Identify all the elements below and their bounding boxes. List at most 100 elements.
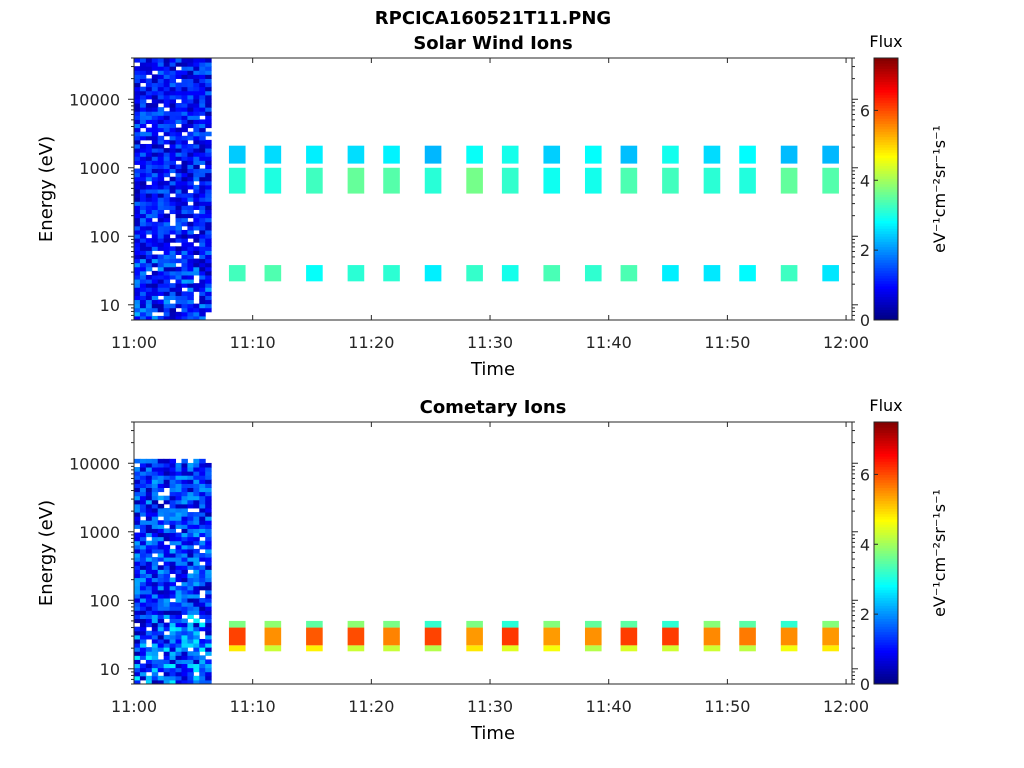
heatmap-cell <box>139 655 147 660</box>
heatmap-cell <box>193 168 200 174</box>
heatmap-cell <box>264 627 282 646</box>
colorbar-cell <box>874 642 898 646</box>
heatmap-cell <box>193 675 200 681</box>
heatmap-cell <box>187 679 194 685</box>
heatmap-cell <box>187 58 194 63</box>
heatmap-cell <box>181 581 188 587</box>
x-tick-label: 11:30 <box>467 333 513 352</box>
heatmap-cell <box>181 536 188 542</box>
heatmap-cell <box>163 111 171 116</box>
heatmap-cell <box>151 610 159 615</box>
heatmap-cell <box>205 205 212 210</box>
heatmap-cell <box>181 266 188 272</box>
heatmap-cell <box>501 145 519 164</box>
heatmap-cell <box>157 184 165 190</box>
heatmap-cell <box>187 544 194 550</box>
heatmap-cell <box>163 643 171 648</box>
heatmap-cell <box>157 279 165 284</box>
heatmap-cell <box>424 167 442 194</box>
heatmap-cell <box>181 189 188 194</box>
heatmap-cell <box>175 491 182 497</box>
colorbar-cell <box>874 581 898 585</box>
heatmap-cell <box>157 193 165 198</box>
heatmap-cell <box>169 148 177 153</box>
heatmap-cell <box>157 197 165 202</box>
colorbar-cell <box>874 238 898 242</box>
heatmap-cell <box>169 679 177 685</box>
heatmap-cell <box>134 74 141 79</box>
heatmap-cell <box>151 516 159 521</box>
colorbar-cell <box>874 296 898 300</box>
heatmap-cell <box>193 479 200 484</box>
heatmap-cell <box>145 295 153 301</box>
heatmap-cell <box>181 139 188 145</box>
heatmap-cell <box>181 123 188 129</box>
heatmap-cell <box>139 499 147 505</box>
heatmap-cell <box>264 167 282 194</box>
heatmap-cell <box>157 487 165 493</box>
heatmap-cell <box>134 483 141 488</box>
heatmap-cell <box>169 82 177 88</box>
heatmap-cell <box>175 266 182 272</box>
heatmap-cell <box>163 287 171 292</box>
heatmap-cell <box>187 573 194 579</box>
heatmap-cell <box>175 618 182 624</box>
heatmap-cell <box>181 475 188 480</box>
heatmap-cell <box>145 58 153 63</box>
heatmap-cell <box>163 279 171 284</box>
heatmap-cell <box>157 659 165 665</box>
heatmap-cell <box>134 532 141 538</box>
heatmap-cell <box>145 462 153 468</box>
heatmap-cell <box>193 172 200 178</box>
heatmap-cell <box>145 111 153 116</box>
heatmap-cell <box>175 107 182 112</box>
heatmap-cell <box>139 279 147 284</box>
colorbar-cell <box>874 511 898 515</box>
heatmap-cell <box>151 205 159 210</box>
colorbar-cell <box>874 84 898 88</box>
heatmap-cell <box>139 254 147 260</box>
heatmap-cell <box>193 536 200 542</box>
heatmap-cell <box>620 620 638 628</box>
heatmap-cell <box>169 561 177 566</box>
heatmap-cell <box>145 197 153 202</box>
heatmap-cell <box>205 622 212 628</box>
heatmap-cell <box>134 524 141 529</box>
heatmap-cell <box>145 524 153 529</box>
heatmap-cell <box>205 209 212 215</box>
heatmap-cell <box>157 589 165 595</box>
heatmap-cell <box>157 115 165 120</box>
heatmap-cell <box>620 265 638 282</box>
colorbar-cell <box>874 97 898 101</box>
heatmap-cell <box>181 291 188 296</box>
heatmap-cell <box>199 242 206 247</box>
heatmap-cell <box>151 58 159 63</box>
heatmap-cell <box>145 675 153 681</box>
colorbar-cell <box>874 503 898 507</box>
heatmap-cell <box>134 626 141 632</box>
colorbar-cell <box>874 571 898 575</box>
heatmap-cell <box>181 217 188 223</box>
heatmap-cell <box>199 557 206 562</box>
heatmap-cell <box>187 295 194 301</box>
heatmap-cell <box>139 528 147 534</box>
colorbar-cell <box>874 463 898 468</box>
heatmap-cell <box>199 520 206 525</box>
heatmap-cell <box>139 295 147 301</box>
heatmap-cell <box>151 66 159 71</box>
heatmap-cell <box>383 620 400 628</box>
heatmap-cell <box>163 581 171 587</box>
heatmap-cell <box>424 645 442 652</box>
heatmap-cell <box>169 287 177 292</box>
heatmap-cell <box>134 487 141 493</box>
heatmap-cell <box>169 548 177 554</box>
heatmap-cell <box>157 94 165 100</box>
heatmap-cell <box>181 152 188 157</box>
heatmap-cell <box>187 467 194 472</box>
heatmap-cell <box>163 651 171 656</box>
heatmap-cell <box>169 119 177 124</box>
heatmap-cell <box>134 213 141 219</box>
heatmap-cell <box>193 98 200 104</box>
heatmap-cell <box>169 90 177 96</box>
heatmap-cell <box>739 645 756 652</box>
